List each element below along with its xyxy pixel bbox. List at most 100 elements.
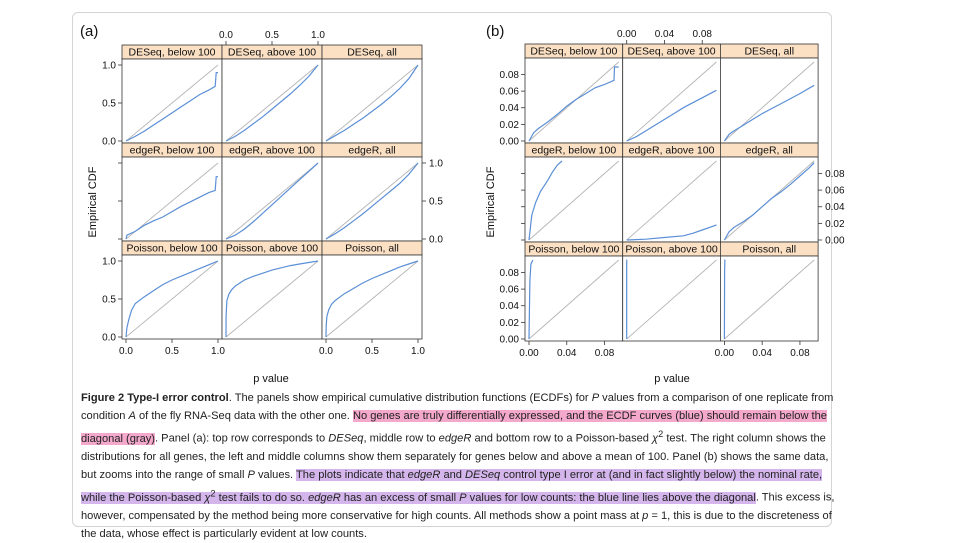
caption-italic: DESeq [328,433,363,445]
plot-area [720,157,818,242]
plot-area [322,157,422,241]
plot-area [122,255,222,339]
x-tick-label: 0.00 [715,348,735,359]
strip-label: Poisson, all [345,243,399,255]
caption-text: of the fly RNA-Seq data with the other o… [136,410,353,422]
x-tick-label: 0.5 [165,346,179,357]
caption-text: values. [255,469,296,481]
panel-b-y-axis-label: Empirical CDF [485,166,497,237]
y-tick-label: 0.04 [500,103,520,114]
caption-text: has an excess of small [341,492,459,504]
y-tick-label: 0.02 [500,120,520,131]
y-tick-label: 0.00 [500,335,520,346]
caption-text: test fails to do so. [216,492,309,504]
x-tick-label: 0.08 [595,348,615,359]
x-tick-label: 0.5 [365,346,379,357]
strip-label: Poisson, below 100 [528,244,619,256]
plot-panel: DESeq, below 100 0.0 0.5 1.0 [102,45,222,148]
plot-panel: edgeR, above 100 [623,143,721,242]
y-tick-label: 1.0 [102,61,116,72]
plot-panel: edgeR, below 100 [118,143,222,241]
plot-area [525,256,623,341]
caption-title: Figure 2 Type-I error control [81,392,229,404]
x-tick-label: 0.0 [319,346,333,357]
caption-text: and [440,469,465,481]
strip-label: edgeR, below 100 [130,145,215,157]
y-tick-label: 1.0 [102,257,116,268]
caption-italic: A [129,410,136,422]
y-tick-label: 0.00 [500,137,520,148]
y-tick-label: 0.5 [429,197,443,208]
x-tick-label: 0.00 [519,348,539,359]
plot-panel: Poisson, above 100 [222,241,322,339]
plot-area [122,59,222,143]
strip-label: DESeq, all [347,47,397,59]
x-tick-label: 1.0 [211,346,225,357]
figure-2: (a) (b) Empirical CDF Empirical CDF p va… [0,0,960,392]
y-tick-label: 0.0 [102,333,116,344]
y-tick-label: 0.06 [500,87,520,98]
y-tick-label: 0.06 [825,186,845,197]
caption-italic: edgeR [408,469,441,481]
x-tick-label: 0.00 [617,29,637,40]
panel-b-x-axis-label: p value [654,373,689,385]
y-tick-label: 0.0 [102,137,116,148]
strip-label: Poisson, above 100 [226,243,318,255]
strip-label: DESeq, above 100 [627,46,715,58]
plot-panel: DESeq, above 100 0.0 0.5 1.0 [219,30,325,143]
y-tick-label: 1.0 [429,159,443,170]
y-tick-label: 0.06 [500,285,520,296]
plot-panel: DESeq, all [322,45,422,143]
panel-b-plot-grid: DESeq, below 1000.000.020.040.060.08DESe… [500,29,845,359]
caption-italic: P [592,392,599,404]
strip-label: edgeR, below 100 [532,145,617,157]
caption-paragraph: Figure 2 Type-I error control. The panel… [81,389,836,543]
y-tick-label: 0.04 [500,301,520,312]
caption-italic: P [248,469,255,481]
panel-a-x-axis-label: p value [253,373,288,385]
strip-label: DESeq, below 100 [129,47,216,59]
strip-label: edgeR, above 100 [229,145,315,157]
y-tick-label: 0.02 [500,318,520,329]
plot-panel: Poisson, below 100 0.00 0.02 0.04 0.06 0.08 0.… [500,242,623,359]
y-tick-label: 0.5 [102,295,116,306]
strip-label: DESeq, all [744,46,794,58]
strip-label: Poisson, above 100 [625,244,717,256]
plot-panel: edgeR, above 100 [222,143,322,241]
caption-text: , middle row to [363,433,438,445]
caption-italic: DESeq [465,469,500,481]
x-tick-label: 1.0 [311,30,325,41]
strip-label: edgeR, above 100 [629,145,715,157]
plot-area [222,255,322,339]
plot-area [222,157,322,241]
strip-label: DESeq, below 100 [530,46,617,58]
y-tick-label: 0.02 [825,219,845,230]
y-tick-label: 0.04 [825,202,845,213]
caption-text: The plots indicate that [296,469,408,481]
y-tick-label: 0.08 [500,268,520,279]
plot-panel: edgeR, below 100 [521,143,623,242]
strip-label: edgeR, all [348,145,395,157]
y-tick-label: 0.5 [102,99,116,110]
plot-area [720,256,818,341]
panel-a-label: (a) [80,23,98,40]
plot-area [322,59,422,143]
plot-area [122,157,222,241]
caption-italic: P [459,492,466,504]
y-tick-label: 0.08 [500,70,520,81]
strip-label: DESeq, above 100 [228,47,316,59]
x-tick-label: 0.0 [219,30,233,41]
x-tick-label: 0.04 [655,29,675,40]
plot-panel: DESeq, all [720,44,818,143]
plot-area [623,58,721,143]
x-tick-label: 0.5 [265,30,279,41]
plot-panel: DESeq, below 100 0.00 0.02 0.04 0.06 0.08 [500,44,623,148]
plot-area [322,255,422,339]
x-tick-label: 0.04 [557,348,577,359]
